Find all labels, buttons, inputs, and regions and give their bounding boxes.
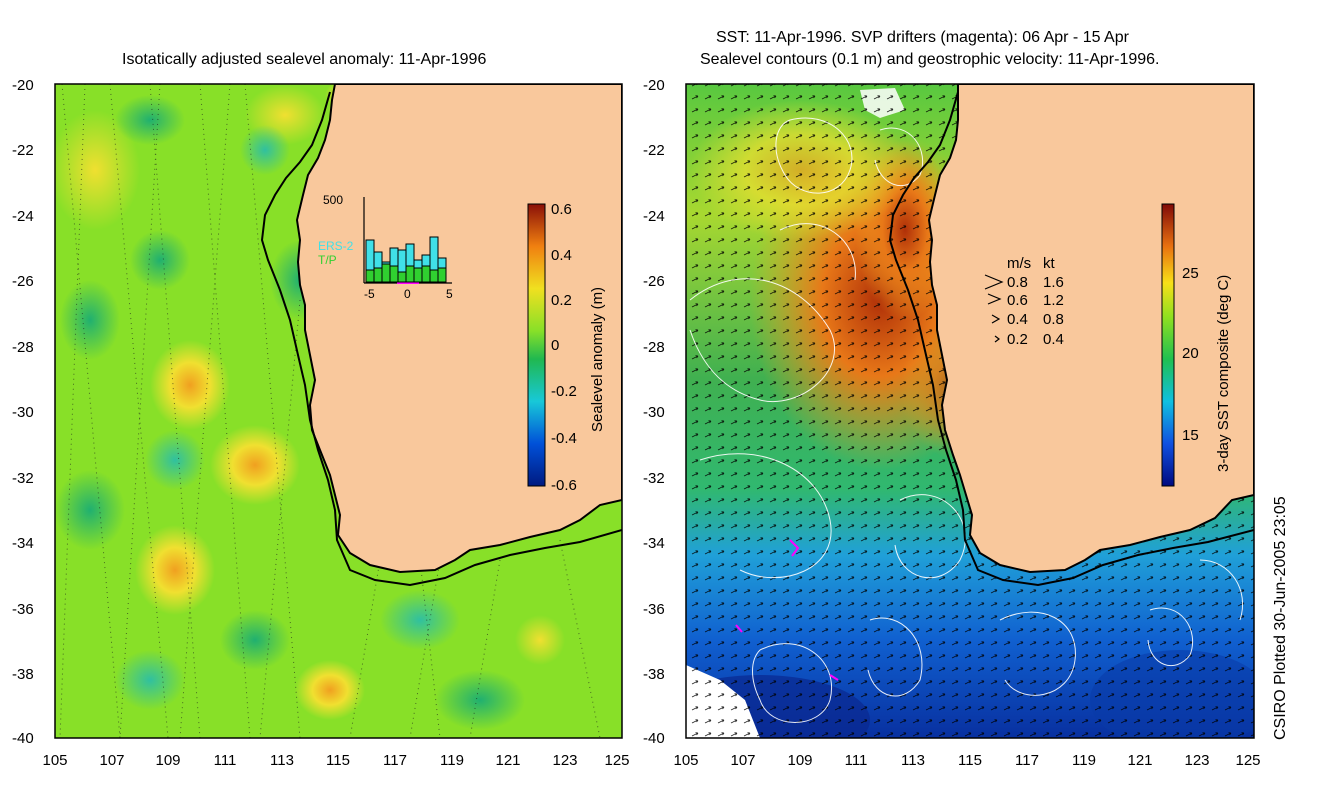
sla-tick-0: 0 — [551, 337, 559, 354]
sla-tick-neg0.6: -0.6 — [551, 477, 577, 494]
drifter-tracks — [735, 539, 839, 681]
right-map — [686, 84, 1254, 738]
left-map-title: Isotatically adjusted sealevel anomaly: … — [122, 51, 487, 68]
legend-ms-3: 0.2 — [1007, 331, 1028, 348]
left-lat-axis: -20 -22 -24 -26 -28 -30 -32 -34 -36 -38 … — [12, 77, 34, 747]
right-land-australia — [927, 84, 1254, 574]
plot-credit: CSIRO Plotted 30-Jun-2005 23:05 — [1272, 496, 1289, 740]
legend-ms-0: 0.8 — [1007, 274, 1028, 291]
svg-text:115: 115 — [958, 752, 982, 769]
left-land-australia — [295, 84, 622, 574]
right-map-title-line1: SST: 11-Apr-1996. SVP drifters (magenta)… — [716, 29, 1129, 46]
svg-text:121: 121 — [1127, 752, 1152, 769]
inset-xtick-0: 0 — [404, 287, 411, 301]
legend-kt-2: 0.8 — [1043, 311, 1064, 328]
svg-text:-40: -40 — [12, 730, 34, 747]
sla-tick-0.6: 0.6 — [551, 201, 572, 218]
svg-text:105: 105 — [42, 752, 67, 769]
inset-xtick-5: 5 — [446, 287, 453, 301]
svg-text:-20: -20 — [12, 77, 34, 94]
svg-text:113: 113 — [901, 752, 925, 769]
inset-label-tp: T/P — [318, 253, 337, 267]
svg-text:115: 115 — [326, 752, 350, 769]
svg-text:-24: -24 — [643, 208, 665, 225]
sla-colorbar: 0.6 0.4 0.2 0 -0.2 -0.4 -0.6 Sealevel an… — [527, 201, 606, 494]
sst-colorbar: 25 20 15 3-day SST composite (deg C) — [1161, 203, 1232, 487]
svg-text:107: 107 — [730, 752, 755, 769]
right-lon-axis: 105 107 109 111 113 115 117 119 121 123 … — [673, 752, 1260, 769]
inset-histogram: 500 ERS-2 T/P -5 0 5 — [318, 193, 453, 301]
right-lat-axis: -20 -22 -24 -26 -28 -30 -32 -34 -36 -38 … — [643, 77, 665, 747]
svg-text:125: 125 — [604, 752, 629, 769]
svg-text:111: 111 — [845, 752, 868, 769]
left-map-frame — [54, 83, 623, 739]
sla-colorbar-label: Sealevel anomaly (m) — [589, 287, 606, 432]
svg-text:119: 119 — [1072, 752, 1096, 769]
inset-ymax-label: 500 — [323, 193, 343, 207]
svg-text:-38: -38 — [643, 666, 665, 683]
sst-tick-25: 25 — [1182, 265, 1199, 282]
svg-text:-30: -30 — [643, 404, 665, 421]
legend-ms-1: 0.6 — [1007, 292, 1028, 309]
svg-text:125: 125 — [1235, 752, 1260, 769]
svg-text:-26: -26 — [12, 273, 34, 290]
sst-tick-20: 20 — [1182, 345, 1199, 362]
sla-tick-neg0.2: -0.2 — [551, 383, 577, 400]
legend-kt-1: 1.2 — [1043, 292, 1064, 309]
sst-tick-15: 15 — [1182, 427, 1199, 444]
svg-text:-28: -28 — [643, 339, 665, 356]
svg-text:-38: -38 — [12, 666, 34, 683]
svg-text:-22: -22 — [643, 142, 665, 159]
svg-text:109: 109 — [787, 752, 812, 769]
svg-text:-36: -36 — [12, 601, 34, 618]
svg-text:-22: -22 — [12, 142, 34, 159]
svg-text:-26: -26 — [643, 273, 665, 290]
svg-text:-36: -36 — [643, 601, 665, 618]
inset-xtick-neg5: -5 — [364, 287, 375, 301]
svg-text:117: 117 — [383, 752, 407, 769]
svg-text:-32: -32 — [12, 470, 34, 487]
svg-text:-32: -32 — [643, 470, 665, 487]
svg-text:105: 105 — [673, 752, 698, 769]
svg-text:121: 121 — [495, 752, 520, 769]
svg-text:119: 119 — [440, 752, 464, 769]
svg-text:113: 113 — [270, 752, 294, 769]
svg-text:123: 123 — [552, 752, 577, 769]
svg-text:107: 107 — [99, 752, 124, 769]
sst-colorbar-label: 3-day SST composite (deg C) — [1215, 275, 1232, 472]
svg-text:111: 111 — [214, 752, 237, 769]
svg-text:109: 109 — [155, 752, 180, 769]
left-lon-axis: 105 107 109 111 113 115 117 119 121 123 … — [42, 752, 629, 769]
legend-kt-0: 1.6 — [1043, 274, 1064, 291]
svg-text:-40: -40 — [643, 730, 665, 747]
sla-tick-neg0.4: -0.4 — [551, 430, 577, 447]
inset-label-ers2: ERS-2 — [318, 239, 354, 253]
svg-text:-30: -30 — [12, 404, 34, 421]
svg-text:-34: -34 — [643, 535, 665, 552]
right-map-frame — [685, 83, 1255, 739]
legend-kt-3: 0.4 — [1043, 331, 1064, 348]
sla-tick-0.2: 0.2 — [551, 292, 572, 309]
svg-text:-28: -28 — [12, 339, 34, 356]
legend-header-kt: kt — [1043, 255, 1056, 272]
svg-text:123: 123 — [1184, 752, 1209, 769]
legend-ms-2: 0.4 — [1007, 311, 1028, 328]
svg-text:-20: -20 — [643, 77, 665, 94]
velocity-legend: m/s kt 0.8 1.6 0.6 1.2 0.4 0.8 0.2 0.4 — [984, 255, 1064, 348]
right-map-title-line2: Sealevel contours (0.1 m) and geostrophi… — [700, 51, 1160, 68]
legend-header-ms: m/s — [1007, 255, 1031, 272]
svg-text:-24: -24 — [12, 208, 34, 225]
svg-text:-34: -34 — [12, 535, 34, 552]
sla-tick-0.4: 0.4 — [551, 247, 572, 264]
svg-text:117: 117 — [1015, 752, 1039, 769]
